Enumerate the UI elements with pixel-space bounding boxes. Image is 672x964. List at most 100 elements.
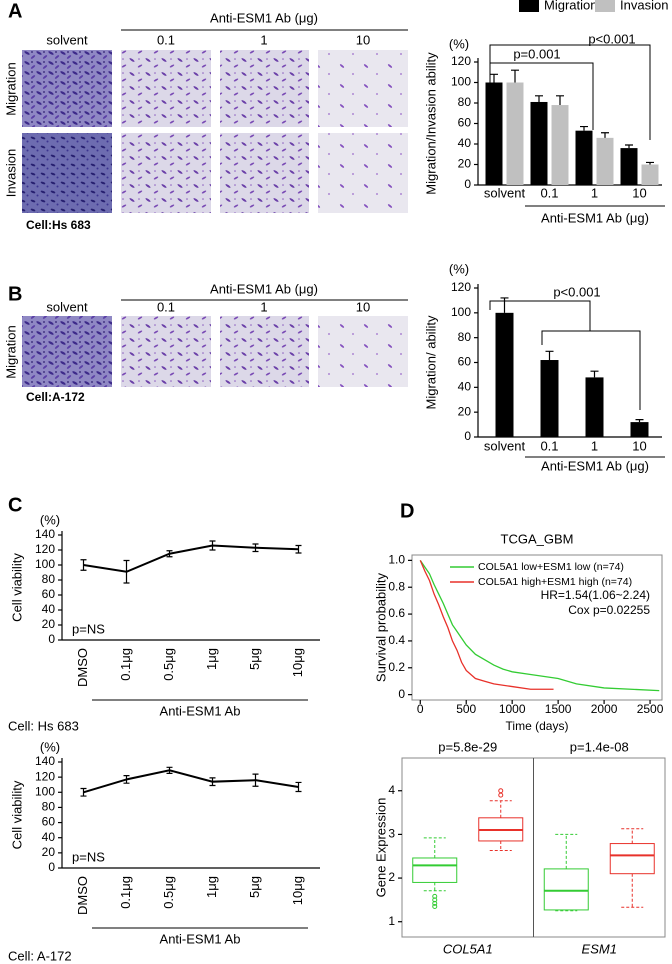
axis-unit: (%) [449,261,469,276]
y-tick-label: 0 [464,429,471,443]
y-tick-label: 20 [458,404,472,418]
y-tick-label: 40 [458,136,472,150]
bar [495,312,514,437]
y-tick-label: 100 [35,784,55,798]
legend-label: Invasion [620,0,668,12]
x-axis-label: Anti-ESM1 Ab [160,931,241,946]
whisker-upper [621,828,644,844]
y-axis-label: Migration/ ability [423,315,438,409]
x-tick-label: 5μg [247,876,262,898]
annotation: p<0.001 [553,284,600,299]
error-bar [490,73,498,83]
whisker-upper [423,837,446,858]
line [83,544,299,573]
annotation: Cox p=0.02255 [568,603,650,617]
x-tick-label: 5μg [247,648,262,670]
bar [540,360,559,437]
image-header: Anti-ESM1 Ab (μg) [210,281,318,296]
whisker-upper [489,800,512,818]
y-tick-label: 140 [35,754,55,768]
x-tick-label: 0.5μg [161,648,176,681]
bar [575,130,593,185]
error-bar [80,559,87,571]
whisker-lower [621,873,644,908]
y-tick-label: 60 [42,587,56,601]
column-label: 0.1 [157,299,175,314]
error-bar [252,543,259,553]
x-tick-label: 2500 [637,702,664,716]
row-label: Invasion [3,149,18,197]
x-tick-label: DMSO [75,648,90,687]
bar [506,82,524,185]
bar [641,164,659,185]
bar [585,377,604,437]
survival-curve [419,560,554,690]
micrograph [220,133,309,213]
y-axis-label: Survival probability [373,572,388,682]
annotation: p=NS [72,849,105,864]
y-tick-label: 20 [42,845,56,859]
legend-swatch [519,0,539,12]
y-tick-label: 0.6 [388,606,405,620]
error-bar [545,350,554,361]
x-tick-label: 0 [417,702,424,716]
y-tick-label: 80 [458,95,472,109]
x-tick-label: 1 [591,438,598,453]
y-tick-label: 20 [458,157,472,171]
bar [630,422,649,437]
error-bar [123,775,130,784]
panel-label: D [400,500,414,522]
micrograph [22,133,112,213]
y-tick-label: 0 [464,177,471,191]
outlier [432,893,438,899]
error-bar [166,550,173,558]
y-tick-label: 40 [458,380,472,394]
axis-unit: (%) [449,36,469,51]
x-tick-label: solvent [484,185,526,200]
annotation: p<0.001 [588,31,635,46]
column-label: 1 [260,32,267,47]
micrograph [318,133,408,213]
x-tick-label: 500 [456,702,476,716]
y-tick-label: 100 [451,305,471,319]
y-tick-label: 80 [42,800,56,814]
y-tick-label: 2 [388,870,395,884]
annotation: p=NS [72,621,105,636]
x-tick-label: 1μg [204,648,219,670]
column-label: 0.1 [157,32,175,47]
y-tick-label: 120 [451,54,471,68]
line [83,769,299,794]
error-bar [123,559,130,584]
column-label: solvent [46,32,88,47]
error-bar [635,419,644,423]
micrograph [22,50,112,127]
cell-label: Cell: Hs 683 [8,718,79,733]
x-tick-label: 1000 [499,702,526,716]
axis-unit: (%) [40,512,60,527]
survival-curve [419,560,660,692]
cell-label: Cell:A-172 [26,390,85,404]
y-tick-label: 1.0 [388,553,405,567]
y-tick-label: 120 [35,769,55,783]
error-bar [80,787,87,797]
error-bar [625,144,633,149]
error-bar [500,297,509,313]
outlier [498,792,504,798]
x-tick-label: 0.1μg [118,876,133,909]
micrograph [318,50,408,127]
y-tick-label: 0 [398,687,405,701]
y-axis-label: Cell viability [9,780,24,849]
whisker-lower [489,840,512,852]
error-bar [590,370,599,378]
x-tick-label: 1μg [204,876,219,898]
column-label: 10 [356,299,370,314]
legend-label: COL5A1 low+ESM1 low (n=74) [478,561,624,573]
column-label: 10 [356,32,370,47]
y-tick-label: 80 [458,330,472,344]
x-axis-label: Anti-ESM1 Ab (μg) [541,210,649,225]
x-tick-label: 10μg [290,876,305,905]
column-label: 1 [260,299,267,314]
significance-bracket [489,62,594,130]
micrograph [220,50,309,127]
legend-swatch [595,0,615,12]
